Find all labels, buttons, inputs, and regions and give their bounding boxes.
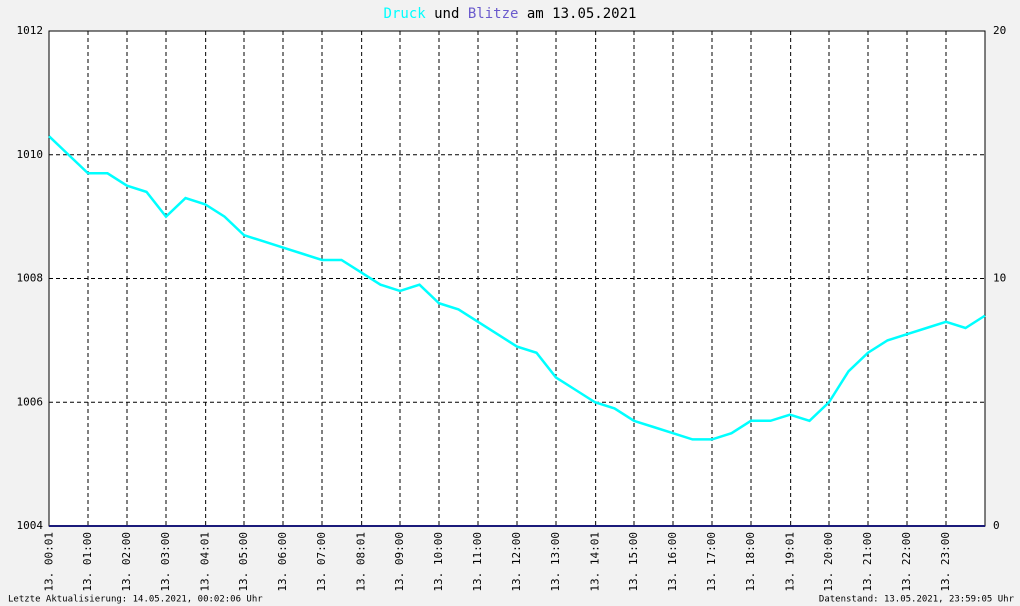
x-tick-label: 13. 19:01 <box>784 532 797 592</box>
y-tick-label: 1008 <box>17 272 44 285</box>
x-tick-label: 13. 18:00 <box>744 532 757 592</box>
x-tick-label: 13. 08:01 <box>355 532 368 592</box>
footer-left: Letzte Aktualisierung: 14.05.2021, 00:02… <box>8 595 263 605</box>
x-tick-label: 13. 01:00 <box>81 532 94 592</box>
y-tick-label: 1006 <box>17 395 44 408</box>
x-tick-label: 13. 14:01 <box>589 532 602 592</box>
y2-tick-label: 10 <box>993 272 1006 285</box>
x-tick-label: 13. 16:00 <box>666 532 679 592</box>
series-line <box>48 135 986 441</box>
x-tick-label: 13. 05:00 <box>237 532 250 592</box>
x-tick-label: 13. 09:00 <box>393 532 406 592</box>
x-tick-label: 13. 11:00 <box>471 532 484 592</box>
title-part: am 13.05.2021 <box>527 6 637 22</box>
y2-tick-label: 0 <box>993 519 1000 532</box>
y2-tick-label: 20 <box>993 24 1006 37</box>
x-tick-label: 13. 07:00 <box>315 532 328 592</box>
x-tick-label: 13. 17:00 <box>705 532 718 592</box>
title-part: Druck <box>384 6 427 22</box>
chart-title: Druck und Blitze am 13.05.2021 <box>384 6 637 22</box>
x-tick-label: 13. 03:00 <box>159 532 172 592</box>
x-tick-label: 13. 12:00 <box>510 532 523 592</box>
x-tick-label: 13. 06:00 <box>276 532 289 592</box>
y-tick-label: 1010 <box>17 148 44 161</box>
x-tick-label: 13. 15:00 <box>627 532 640 592</box>
x-tick-label: 13. 22:00 <box>900 532 913 592</box>
x-tick-label: 13. 02:00 <box>120 532 133 592</box>
x-tick-label: 13. 10:00 <box>432 532 445 592</box>
x-tick-label: 13. 04:01 <box>199 532 212 592</box>
x-tick-label: 13. 21:00 <box>861 532 874 592</box>
footer-right: Datenstand: 13.05.2021, 23:59:05 Uhr <box>819 595 1015 605</box>
x-tick-label: 13. 20:00 <box>822 532 835 592</box>
x-tick-label: 13. 13:00 <box>549 532 562 592</box>
x-tick-label: 13. 00:01 <box>43 532 56 592</box>
x-tick-label: 13. 23:00 <box>939 532 952 592</box>
y-tick-label: 1004 <box>17 519 44 532</box>
title-part: Blitze <box>468 6 519 22</box>
title-part: und <box>434 6 459 22</box>
y-tick-label: 1012 <box>17 24 44 37</box>
